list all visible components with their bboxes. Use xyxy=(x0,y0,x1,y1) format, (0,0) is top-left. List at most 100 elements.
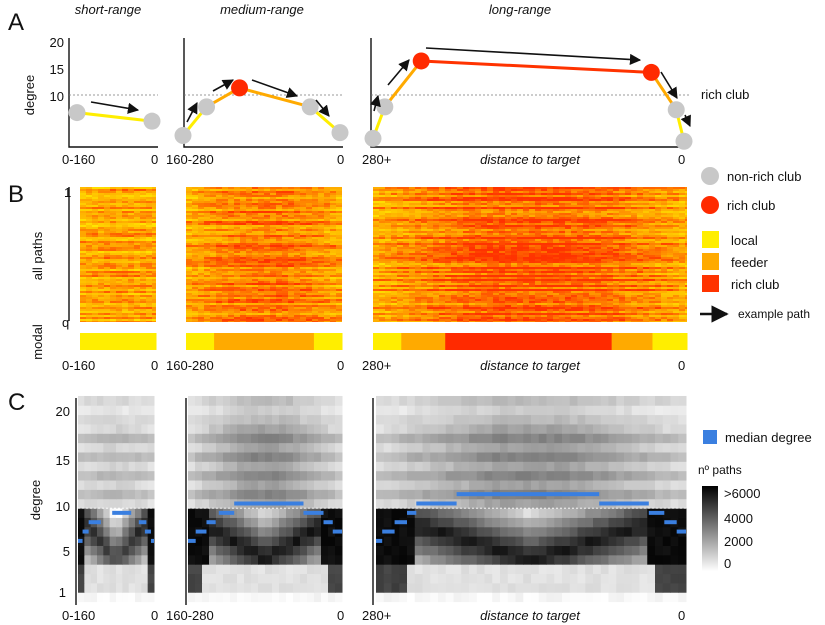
b-cell xyxy=(445,249,452,252)
b-cell xyxy=(415,251,422,254)
b-cell xyxy=(577,259,584,262)
b-cell xyxy=(523,243,530,246)
b-cell xyxy=(300,205,307,208)
b-cell xyxy=(493,195,500,198)
b-cell xyxy=(264,273,271,276)
b-cell xyxy=(116,287,123,290)
b-cell xyxy=(451,197,458,200)
b-cell xyxy=(210,187,217,190)
b-cell xyxy=(397,251,404,254)
a-title-long: long-range xyxy=(489,2,551,17)
b-cell xyxy=(397,193,404,196)
b-cell xyxy=(379,195,386,198)
b-cell xyxy=(685,267,687,270)
b-cell xyxy=(391,249,398,252)
b-cell xyxy=(204,311,211,314)
b-cell xyxy=(252,291,259,294)
b-cell xyxy=(324,265,331,268)
b-cell xyxy=(409,209,416,212)
b-cell xyxy=(128,223,135,226)
b-cell xyxy=(427,231,434,234)
b-cell xyxy=(445,193,452,196)
b-cell xyxy=(451,213,458,216)
b-cell xyxy=(649,263,656,266)
b-cell xyxy=(80,309,87,312)
b-cell xyxy=(541,219,548,222)
b-cell xyxy=(445,245,452,248)
b-cell xyxy=(282,305,289,308)
b-cell xyxy=(228,191,235,194)
b-cell xyxy=(330,225,337,228)
b-cell xyxy=(511,267,518,270)
b-cell xyxy=(240,237,247,240)
b-cell xyxy=(330,197,337,200)
b-cell xyxy=(445,209,452,212)
b-cell xyxy=(222,259,229,262)
b-cell xyxy=(216,319,223,322)
b-cell xyxy=(571,257,578,260)
b-cell xyxy=(306,307,313,310)
b-cell xyxy=(589,209,596,212)
b-cell xyxy=(258,263,265,266)
b-cell xyxy=(529,229,536,232)
b-cell xyxy=(140,253,147,256)
b-cell xyxy=(240,257,247,260)
b-cell xyxy=(222,199,229,202)
b-cell xyxy=(252,311,259,314)
b-cell xyxy=(270,201,277,204)
b-cell xyxy=(517,257,524,260)
b-cell xyxy=(192,201,199,204)
b-cell xyxy=(625,207,632,210)
b-cell xyxy=(475,227,482,230)
b-cell xyxy=(487,265,494,268)
b-cell xyxy=(541,239,548,242)
b-cell xyxy=(649,225,656,228)
b-cell xyxy=(258,229,265,232)
b-cell xyxy=(116,267,123,270)
b-cell xyxy=(631,261,638,264)
b-cell xyxy=(535,203,542,206)
b-cell xyxy=(294,317,301,320)
b-cell xyxy=(294,241,301,244)
b-cell xyxy=(373,271,380,274)
b-cell xyxy=(330,303,337,306)
b-cell xyxy=(637,233,644,236)
b-cell xyxy=(86,217,93,220)
b-cell xyxy=(607,249,614,252)
b-cell xyxy=(324,291,331,294)
b-cell xyxy=(427,217,434,220)
b-cell xyxy=(134,187,141,190)
b-cell xyxy=(276,269,283,272)
b-cell xyxy=(631,249,638,252)
b-cell xyxy=(336,231,342,234)
b-cell xyxy=(330,263,337,266)
b-cell xyxy=(246,207,253,210)
b-cell xyxy=(571,227,578,230)
b-cell xyxy=(186,317,193,320)
b-cell xyxy=(210,259,217,262)
b-cell xyxy=(625,195,632,198)
b-cell xyxy=(92,299,99,302)
b-cell xyxy=(403,253,410,256)
b-cell xyxy=(535,259,542,262)
b-cell xyxy=(210,309,217,312)
b-cell xyxy=(595,223,602,226)
b-cell xyxy=(192,215,199,218)
b-cell xyxy=(86,243,93,246)
b-cell xyxy=(80,253,87,256)
b-cell xyxy=(385,191,392,194)
b-cell xyxy=(264,303,271,306)
b-cell xyxy=(270,187,277,190)
b-cell xyxy=(80,263,87,266)
b-cell xyxy=(110,207,117,210)
b-cell xyxy=(631,263,638,266)
b-cell xyxy=(445,271,452,274)
b-cell xyxy=(98,271,105,274)
b-cell xyxy=(240,281,247,284)
b-cell xyxy=(463,201,470,204)
b-cell xyxy=(409,241,416,244)
b-cell xyxy=(246,265,253,268)
b-cell xyxy=(276,229,283,232)
b-cell xyxy=(98,311,105,314)
b-cell xyxy=(204,215,211,218)
